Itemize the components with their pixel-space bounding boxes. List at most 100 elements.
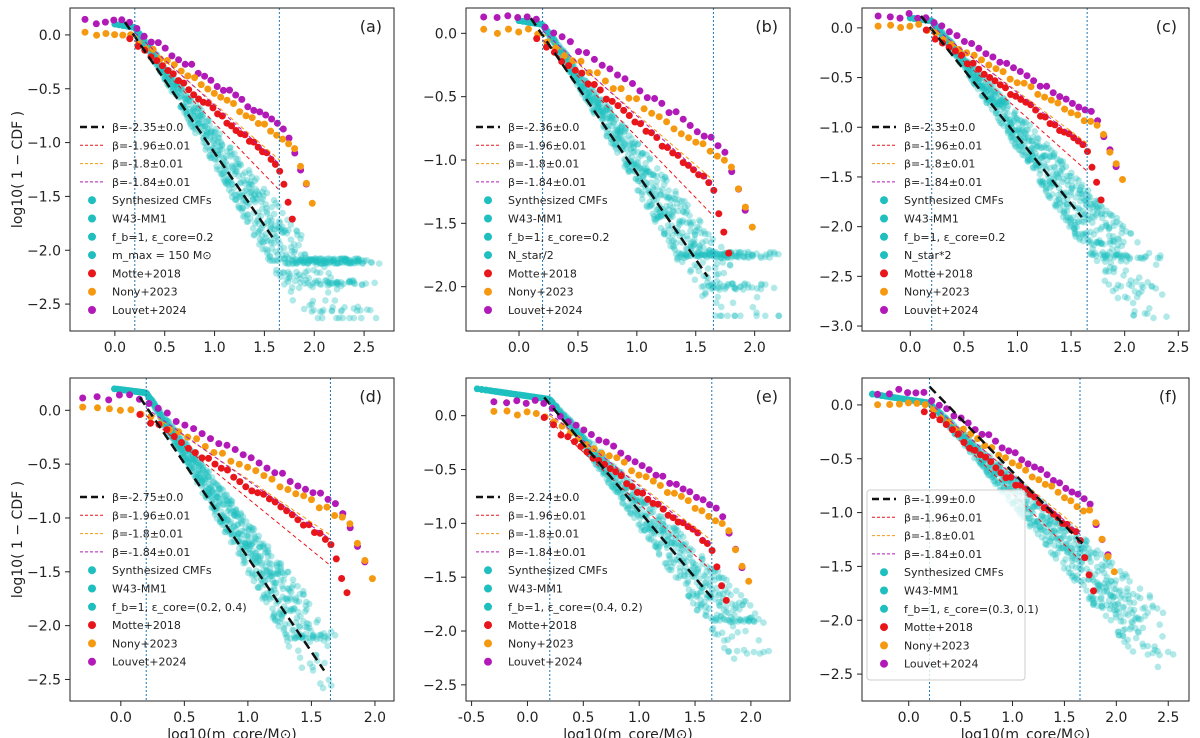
synth-point bbox=[1004, 119, 1011, 127]
nony-point bbox=[1100, 131, 1107, 138]
synth-point bbox=[1034, 139, 1041, 146]
synth-point bbox=[289, 253, 297, 261]
nony-point bbox=[361, 557, 369, 564]
synth-point bbox=[199, 473, 206, 480]
synth-point bbox=[111, 385, 118, 393]
louvet-point bbox=[324, 495, 332, 503]
synth-point bbox=[217, 139, 225, 146]
synth-point bbox=[486, 387, 494, 394]
synth-point bbox=[268, 239, 275, 247]
synth-point bbox=[691, 241, 698, 248]
synth-point bbox=[992, 109, 1000, 117]
nony-point bbox=[655, 113, 663, 121]
motte-point bbox=[153, 57, 161, 65]
synth-point bbox=[236, 193, 244, 200]
fit-line-black bbox=[138, 396, 326, 672]
motte-point bbox=[211, 460, 219, 468]
x-tick-label: 0.5 bbox=[154, 340, 176, 356]
x-tick-label: 1.5 bbox=[684, 710, 706, 726]
synth-point bbox=[111, 385, 118, 393]
louvet-point bbox=[101, 18, 109, 26]
synth-point bbox=[137, 388, 145, 396]
synth-point bbox=[1007, 134, 1014, 141]
louvet-point bbox=[580, 426, 588, 434]
synth-point bbox=[263, 598, 270, 606]
legend-label: W43-MM1 bbox=[112, 583, 167, 596]
synth-point bbox=[987, 91, 994, 98]
synth-point bbox=[239, 553, 247, 561]
synth-point bbox=[636, 177, 643, 185]
y-axis-label: log10( 1 − CDF ) bbox=[10, 111, 26, 228]
motte-point bbox=[637, 120, 644, 128]
synth-point bbox=[698, 601, 706, 608]
synth-point bbox=[490, 387, 498, 395]
synth-point bbox=[624, 505, 632, 512]
synth-point bbox=[209, 488, 216, 496]
louvet-point bbox=[523, 13, 531, 21]
synth-point bbox=[324, 289, 332, 296]
synth-point bbox=[1021, 130, 1028, 137]
synth-point bbox=[515, 391, 523, 399]
synth-point bbox=[205, 117, 213, 124]
synth-point bbox=[701, 583, 709, 590]
synth-point bbox=[137, 388, 144, 396]
synth-point bbox=[351, 280, 359, 288]
synth-point bbox=[523, 392, 531, 400]
synth-point bbox=[719, 259, 727, 266]
synth-point bbox=[753, 293, 761, 301]
synth-point bbox=[620, 142, 627, 150]
plot-area bbox=[480, 8, 783, 331]
synth-point bbox=[498, 389, 506, 396]
synth-point bbox=[195, 467, 203, 475]
synth-point bbox=[473, 385, 481, 393]
synth-point bbox=[308, 256, 316, 264]
synth-point bbox=[307, 257, 314, 265]
synth-point bbox=[281, 281, 288, 288]
synth-point bbox=[670, 208, 677, 216]
synth-point bbox=[279, 269, 287, 276]
louvet-point bbox=[513, 397, 521, 405]
synth-point bbox=[303, 624, 311, 631]
synth-point bbox=[310, 306, 318, 314]
synth-point bbox=[716, 283, 723, 291]
synth-point bbox=[249, 195, 257, 203]
synth-point bbox=[248, 572, 256, 579]
synth-point bbox=[225, 181, 232, 189]
synth-point bbox=[143, 390, 151, 398]
synth-point bbox=[217, 170, 225, 178]
synth-point bbox=[295, 647, 302, 654]
synth-point bbox=[517, 391, 524, 399]
nony-point bbox=[503, 407, 511, 415]
synth-point bbox=[137, 388, 144, 396]
synth-point bbox=[1103, 207, 1110, 215]
synth-point bbox=[1098, 223, 1106, 231]
louvet-point bbox=[550, 29, 558, 37]
synth-point bbox=[701, 251, 709, 258]
synth-point bbox=[745, 617, 753, 625]
synth-point bbox=[549, 399, 556, 406]
synth-point bbox=[661, 173, 669, 181]
synth-point bbox=[1075, 189, 1082, 197]
synth-point bbox=[1089, 208, 1097, 216]
synth-point bbox=[220, 170, 228, 177]
nony-point bbox=[184, 72, 192, 80]
synth-point bbox=[198, 483, 206, 490]
synth-point bbox=[715, 573, 723, 581]
nony-point bbox=[677, 492, 685, 500]
synth-point bbox=[729, 299, 737, 307]
synth-point bbox=[652, 216, 659, 223]
motte-point bbox=[267, 155, 275, 163]
synth-point bbox=[240, 177, 247, 185]
synth-point bbox=[138, 388, 145, 396]
synth-point bbox=[630, 160, 637, 167]
louvet-point bbox=[207, 76, 215, 84]
synth-point bbox=[994, 100, 1002, 107]
synth-point bbox=[221, 177, 229, 184]
synth-point bbox=[683, 558, 690, 565]
synth-point bbox=[337, 255, 344, 262]
synth-point bbox=[1028, 138, 1036, 145]
synth-point bbox=[1059, 213, 1067, 221]
synth-point bbox=[693, 593, 700, 600]
synth-point bbox=[981, 83, 989, 90]
synth-point bbox=[195, 104, 202, 111]
